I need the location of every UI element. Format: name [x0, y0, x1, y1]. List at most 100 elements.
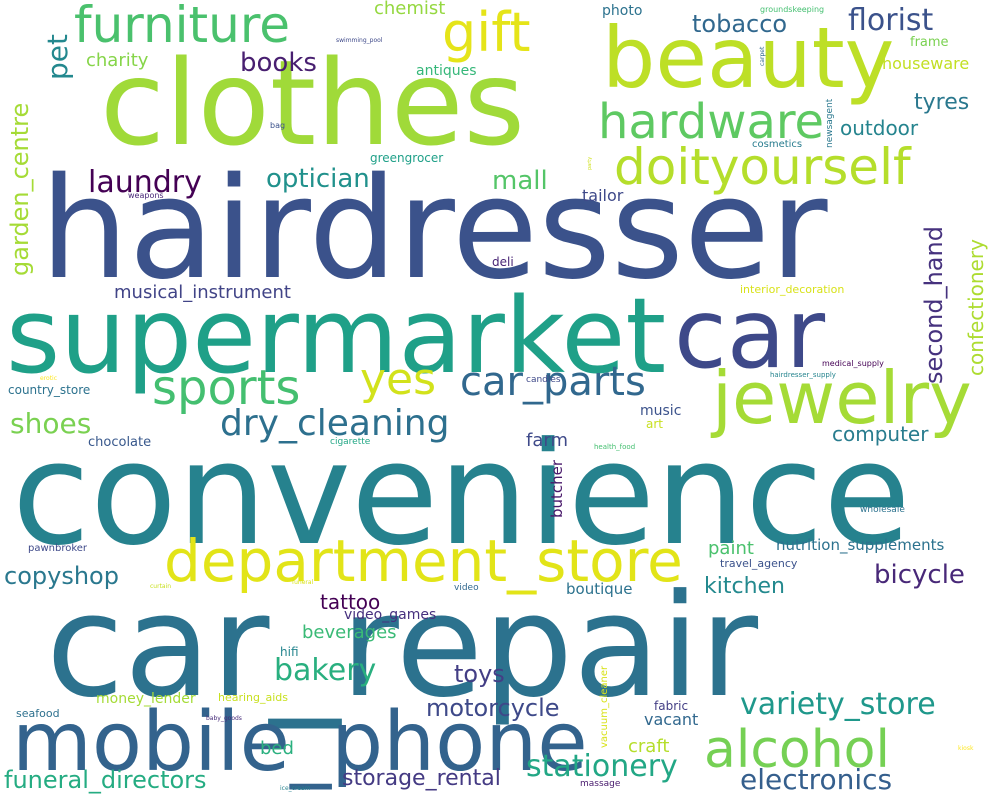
word-massage: massage	[580, 779, 621, 789]
word-groundskeeping: groundskeeping	[760, 5, 825, 14]
word-carpet: carpet	[759, 46, 766, 66]
word-baby-goods: baby_goods	[206, 715, 242, 722]
word-copyshop: copyshop	[4, 562, 119, 590]
word-second-hand: second_hand	[920, 226, 948, 384]
word-tyres: tyres	[914, 90, 970, 115]
word-bag: bag	[270, 121, 286, 130]
word-tattoo: tattoo	[320, 590, 381, 614]
word-bicycle: bicycle	[874, 560, 965, 590]
word-funeral-directors: funeral_directors	[4, 766, 207, 794]
word-party: party	[587, 156, 593, 170]
word-sports: sports	[152, 360, 301, 416]
word-seafood: seafood	[16, 707, 60, 720]
word-kiosk: kiosk	[958, 745, 974, 752]
word-cosmetics: cosmetics	[752, 139, 803, 150]
word-deli: deli	[492, 255, 514, 269]
word-garden-centre: garden_centre	[6, 102, 34, 276]
word-chemist: chemist	[374, 0, 446, 19]
word-wholesale: wholesale	[860, 505, 905, 515]
word-money-lender: money_lender	[96, 691, 196, 707]
word-candles: candles	[526, 375, 561, 385]
word-musical-instrument: musical_instrument	[114, 282, 291, 303]
word-photo: photo	[602, 3, 643, 19]
word-hairdresser: hairdresser	[40, 148, 828, 311]
word-butcher: butcher	[548, 459, 566, 518]
word-books: books	[240, 48, 317, 78]
word-car-parts: car_parts	[460, 359, 646, 405]
word-video: video	[454, 583, 479, 593]
word-mall: mall	[492, 166, 548, 196]
word-confectionery: confectionery	[964, 239, 988, 376]
word-travel-agency: travel_agency	[720, 557, 798, 570]
word-clothes: clothes	[100, 34, 525, 172]
word-florist: florist	[848, 3, 934, 38]
word-convenience: convenience	[12, 412, 911, 577]
word-department-store: department_store	[164, 527, 683, 595]
word-hardware: hardware	[598, 94, 825, 150]
word-swimming-pool: swimming_pool	[336, 37, 383, 44]
word-supermarket: supermarket	[6, 275, 667, 397]
word-gift: gift	[442, 1, 531, 64]
word-interior-decoration: interior_decoration	[740, 283, 845, 296]
word-dry-cleaning: dry_cleaning	[220, 403, 450, 444]
word-health-food: health_food	[594, 443, 636, 451]
word-optician: optician	[266, 164, 370, 194]
word-bed: bed	[260, 738, 294, 759]
word-greengrocer: greengrocer	[370, 151, 444, 165]
word-hairdresser-supply: hairdresser_supply	[770, 371, 836, 379]
word-country-store: country_store	[8, 383, 91, 397]
word-cigarette: cigarette	[330, 437, 371, 447]
word-doityourself: doityourself	[614, 138, 911, 196]
word-pet: pet	[41, 34, 74, 80]
word-bakery: bakery	[274, 653, 377, 688]
word-beverages: beverages	[302, 622, 397, 643]
word-nutrition-supplements: nutrition_supplements	[776, 536, 945, 554]
word-paint: paint	[708, 538, 754, 559]
word-motorcycle: motorcycle	[426, 694, 560, 722]
word-antiques: antiques	[416, 63, 477, 79]
word-yes: yes	[360, 354, 437, 405]
word-toys: toys	[454, 660, 505, 688]
word-art: art	[646, 417, 663, 431]
word-charity: charity	[86, 50, 149, 71]
word-boutique: boutique	[566, 580, 633, 598]
word-car-repair: car_repair	[46, 564, 759, 729]
word-erotic: erotic	[40, 375, 58, 382]
word-hearing-aids: hearing_aids	[218, 691, 289, 704]
word-vacuum-cleaner: vacuum_cleaner	[599, 665, 610, 748]
word-vacant: vacant	[644, 710, 699, 729]
word-tailor: tailor	[582, 186, 624, 205]
word-medical-supply: medical_supply	[822, 359, 884, 368]
word-furniture: furniture	[74, 0, 291, 54]
word-car: car	[674, 278, 826, 390]
word-video-games: video_games	[344, 607, 437, 623]
word-laundry: laundry	[88, 165, 202, 200]
word-outdoor: outdoor	[840, 116, 919, 140]
word-electronics: electronics	[740, 763, 893, 796]
word-computer: computer	[832, 422, 929, 446]
word-kitchen: kitchen	[704, 574, 785, 599]
word-music: music	[640, 403, 682, 419]
word-storage-rental: storage_rental	[342, 766, 501, 791]
word-ice-cream: ice_cream	[280, 785, 311, 792]
word-craft: craft	[628, 736, 670, 757]
word-fabric: fabric	[654, 699, 689, 713]
word-curtain: curtain	[150, 583, 172, 590]
word-chocolate: chocolate	[88, 435, 152, 450]
word-hifi: hifi	[280, 645, 299, 659]
word-variety-store: variety_store	[740, 687, 936, 722]
word-houseware: houseware	[882, 54, 970, 73]
word-pawnbroker: pawnbroker	[28, 543, 88, 554]
word-shoes: shoes	[10, 407, 92, 440]
word-stationery: stationery	[526, 749, 678, 784]
word-weapons: weapons	[128, 191, 164, 200]
word-mobile-phone: mobile_phone	[12, 695, 588, 790]
word-newsagent: newsagent	[825, 98, 835, 148]
word-frame: frame	[910, 35, 949, 50]
word-jewelry: jewelry	[712, 356, 972, 440]
word-funeral: funeral	[292, 579, 314, 586]
word-tobacco: tobacco	[692, 10, 788, 38]
word-farm: farm	[526, 430, 568, 451]
word-alcohol: alcohol	[704, 720, 890, 780]
